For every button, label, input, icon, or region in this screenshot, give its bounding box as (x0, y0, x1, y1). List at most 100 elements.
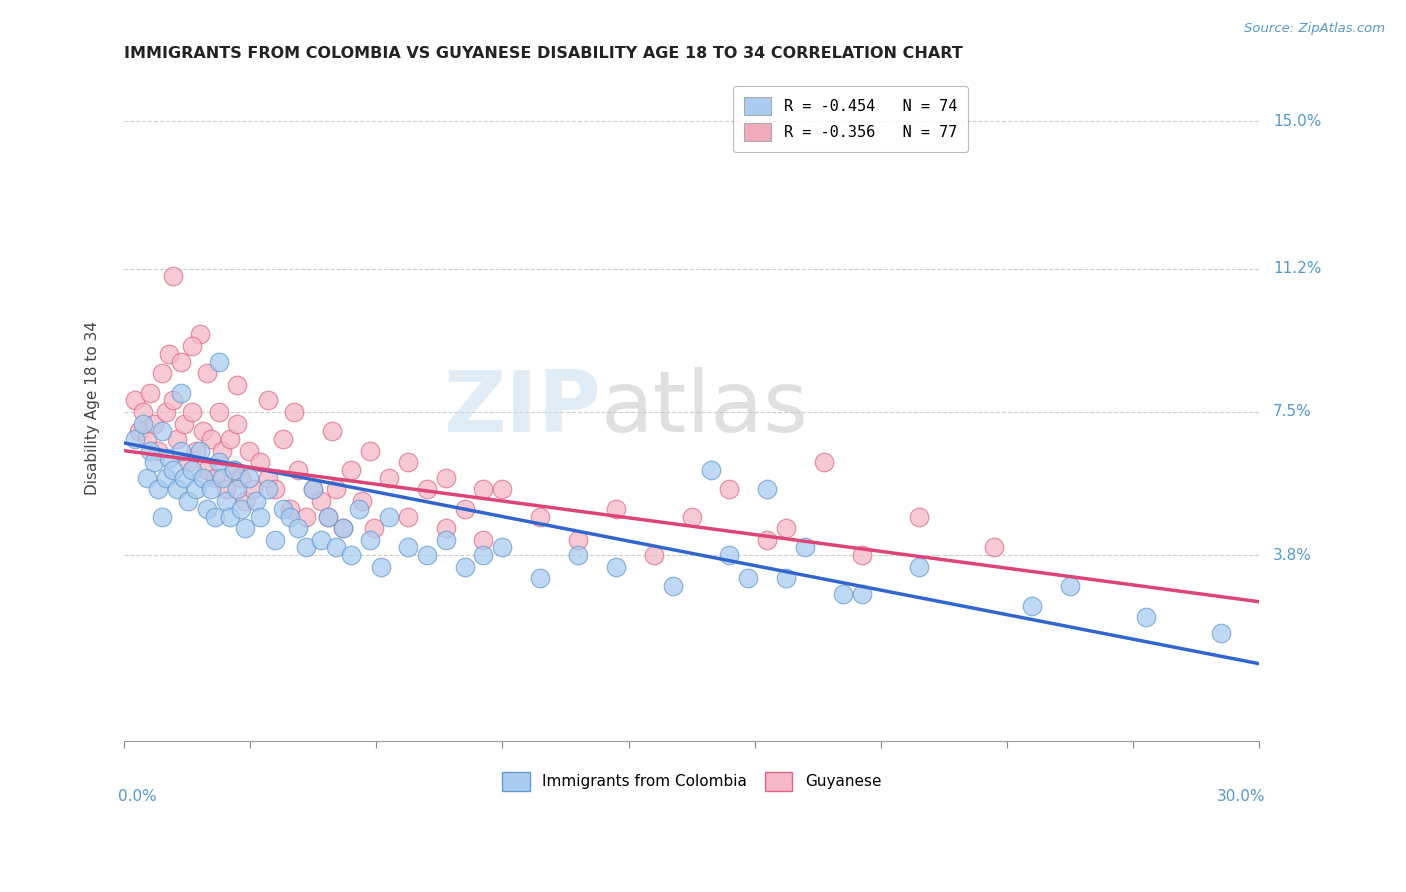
Point (472, 533, 495, 547)
Point (211, 471, 233, 485)
Point (1059, 579, 1081, 593)
Point (434, 471, 457, 485)
Point (794, 541, 817, 555)
Point (184, 483, 207, 497)
Text: 30.0%: 30.0% (1216, 789, 1265, 805)
Point (396, 509, 419, 524)
Point (287, 463, 309, 477)
Point (396, 541, 419, 555)
Point (491, 541, 513, 555)
Point (188, 443, 211, 458)
Point (170, 354, 193, 368)
Point (162, 269, 184, 284)
Point (218, 432, 240, 446)
Point (453, 501, 475, 516)
Point (245, 494, 267, 508)
Point (352, 494, 374, 508)
Point (170, 443, 193, 458)
Point (309, 533, 332, 547)
Point (280, 501, 302, 516)
Point (157, 347, 180, 361)
Point (718, 548, 741, 562)
Point (472, 548, 495, 562)
Point (150, 424, 173, 438)
Point (907, 509, 929, 524)
Point (309, 494, 332, 508)
Point (177, 455, 200, 469)
Point (699, 463, 721, 477)
Point (302, 483, 325, 497)
Point (302, 483, 325, 497)
Point (756, 483, 779, 497)
Point (396, 455, 419, 469)
Point (775, 521, 797, 535)
Point (491, 483, 513, 497)
Point (325, 483, 347, 497)
Point (128, 424, 150, 438)
Text: IMMIGRANTS FROM COLOMBIA VS GUYANESE DISABILITY AGE 18 TO 34 CORRELATION CHART: IMMIGRANTS FROM COLOMBIA VS GUYANESE DIS… (124, 46, 963, 62)
Point (184, 443, 207, 458)
Point (280, 509, 302, 524)
Point (143, 455, 166, 469)
Point (135, 471, 157, 485)
Point (907, 559, 929, 574)
Point (132, 405, 155, 419)
Point (316, 509, 339, 524)
Point (200, 432, 222, 446)
Point (340, 463, 363, 477)
Point (207, 405, 229, 419)
Point (529, 572, 551, 586)
Point (195, 366, 218, 380)
Point (195, 501, 218, 516)
Legend: Immigrants from Colombia, Guyanese: Immigrants from Colombia, Guyanese (496, 766, 887, 797)
Point (415, 548, 437, 562)
Point (193, 471, 215, 485)
Point (851, 587, 873, 601)
Point (139, 443, 162, 458)
Point (453, 559, 475, 574)
Point (359, 443, 381, 458)
Point (1135, 610, 1157, 624)
Point (340, 548, 363, 562)
Text: Source: ZipAtlas.com: Source: ZipAtlas.com (1244, 22, 1385, 36)
Point (605, 501, 627, 516)
Point (359, 533, 381, 547)
Point (378, 471, 401, 485)
Point (718, 483, 741, 497)
Point (195, 463, 218, 477)
Point (832, 587, 855, 601)
Point (643, 548, 665, 562)
Text: ZIP: ZIP (443, 367, 600, 450)
Point (233, 494, 256, 508)
Text: 0.0%: 0.0% (118, 789, 157, 805)
Point (181, 339, 204, 353)
Point (124, 393, 146, 408)
Point (124, 432, 146, 446)
Point (135, 432, 157, 446)
Point (173, 417, 195, 431)
Point (347, 501, 370, 516)
Point (188, 327, 211, 342)
Point (321, 424, 343, 438)
Point (249, 509, 271, 524)
Point (222, 463, 245, 477)
Point (434, 521, 457, 535)
Point (173, 471, 195, 485)
Text: 3.8%: 3.8% (1272, 548, 1312, 563)
Point (146, 483, 169, 497)
Y-axis label: Disability Age 18 to 34: Disability Age 18 to 34 (86, 321, 100, 495)
Point (271, 432, 294, 446)
Point (238, 471, 260, 485)
Point (264, 483, 287, 497)
Point (132, 417, 155, 431)
Point (143, 417, 166, 431)
Point (166, 483, 188, 497)
Point (283, 405, 305, 419)
Point (256, 393, 278, 408)
Point (211, 443, 233, 458)
Point (264, 533, 287, 547)
Point (567, 548, 589, 562)
Point (983, 541, 1005, 555)
Point (1021, 599, 1043, 613)
Point (605, 559, 627, 574)
